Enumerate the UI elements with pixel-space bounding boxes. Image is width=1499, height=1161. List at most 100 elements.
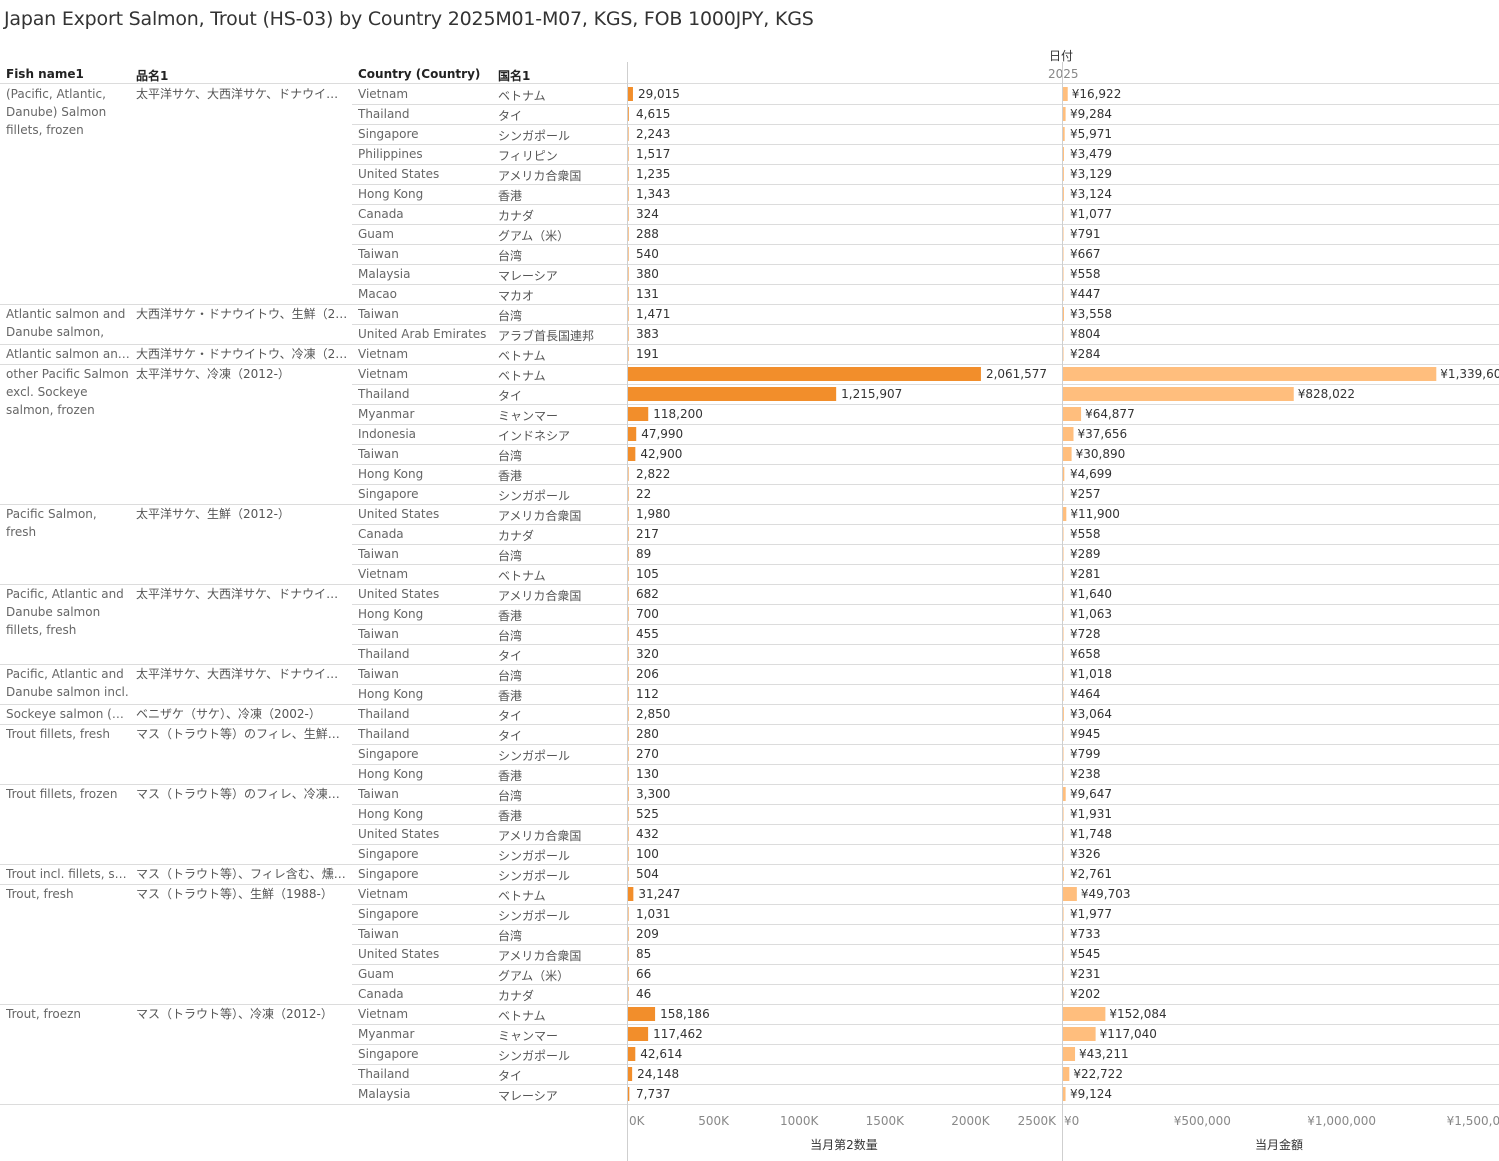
amount-bar [1063, 167, 1064, 181]
amount-bar [1063, 187, 1064, 201]
qty-label: 46 [636, 987, 651, 1001]
amount-label: ¥1,977 [1070, 907, 1112, 921]
header-country: Country (Country) [358, 67, 481, 81]
qty-bar [628, 447, 636, 461]
amount-bar [1063, 807, 1064, 821]
qty-label: 280 [636, 727, 659, 741]
qty-bar [628, 527, 629, 541]
qty-label: 432 [636, 827, 659, 841]
amount-bar [1063, 547, 1064, 561]
header-country-jp: 国名1 [498, 69, 531, 83]
amount-bar [1063, 1007, 1106, 1021]
row-divider [352, 384, 1499, 385]
qty-bar [628, 487, 629, 501]
group-divider [0, 304, 1499, 305]
row-divider [352, 1064, 1499, 1065]
row-divider [352, 524, 1499, 525]
qty-bar [628, 187, 629, 201]
amount-label: ¥11,900 [1070, 507, 1120, 521]
header-year: 2025 [1048, 67, 1079, 81]
amount-label: ¥1,339,603 [1440, 367, 1499, 381]
amount-bar [1063, 267, 1064, 281]
amount-label: ¥1,077 [1070, 207, 1112, 221]
qty-label: 1,517 [636, 147, 670, 161]
qty-label: 540 [636, 247, 659, 261]
group-divider [0, 664, 1499, 665]
amount-label: ¥281 [1070, 567, 1101, 581]
qty-bar [628, 1087, 630, 1101]
qty-bar [628, 1027, 649, 1041]
group-divider [0, 364, 1499, 365]
qty-label: 270 [636, 747, 659, 761]
qty-bar [628, 847, 629, 861]
amount-bar [1063, 927, 1064, 941]
amount-label: ¥1,640 [1070, 587, 1112, 601]
amount-bar [1063, 127, 1065, 141]
row-divider [352, 604, 1499, 605]
qty-bar [628, 547, 629, 561]
amount-bar [1063, 387, 1294, 401]
qty-bar [628, 607, 629, 621]
amount-bar [1063, 107, 1066, 121]
row-divider [352, 284, 1499, 285]
qty-axis-title: 当月第2数量 [810, 1137, 878, 1152]
row-divider [352, 744, 1499, 745]
qty-label: 1,031 [636, 907, 670, 921]
amount-bar [1063, 327, 1064, 341]
amount-label: ¥828,022 [1298, 387, 1355, 401]
amount-tick-label: ¥1,000,000 [1307, 1114, 1376, 1128]
amount-bar [1063, 227, 1064, 241]
qty-label: 288 [636, 227, 659, 241]
amount-label: ¥22,722 [1073, 1067, 1123, 1081]
qty-bar [628, 307, 629, 321]
amount-bar [1063, 507, 1067, 521]
amount-label: ¥16,922 [1072, 87, 1122, 101]
group-divider [0, 864, 1499, 865]
row-divider [352, 984, 1499, 985]
qty-bar [628, 987, 629, 1001]
qty-bar [628, 87, 633, 101]
amount-label: ¥9,647 [1070, 787, 1112, 801]
amount-bar [1063, 967, 1064, 981]
header-fish-name: Fish name1 [6, 67, 84, 81]
qty-bar [628, 667, 629, 681]
qty-label: 383 [636, 327, 659, 341]
qty-label: 504 [636, 867, 659, 881]
qty-label: 42,614 [640, 1047, 682, 1061]
row-divider [352, 844, 1499, 845]
qty-label: 324 [636, 207, 659, 221]
amount-label: ¥1,018 [1070, 667, 1112, 681]
amount-tick-label: ¥0 [1064, 1114, 1079, 1128]
group-divider [0, 344, 1499, 345]
amount-label: ¥117,040 [1100, 1027, 1157, 1041]
row-divider [352, 764, 1499, 765]
qty-label: 455 [636, 627, 659, 641]
amount-label: ¥64,877 [1085, 407, 1135, 421]
row-divider [352, 924, 1499, 925]
amount-bar [1063, 727, 1064, 741]
amount-label: ¥9,284 [1070, 107, 1112, 121]
qty-tick-label: 2000K [951, 1114, 991, 1128]
amount-bar [1063, 947, 1064, 961]
amount-label: ¥558 [1070, 267, 1101, 281]
chart-title: Japan Export Salmon, Trout (HS-03) by Co… [4, 8, 814, 30]
qty-label: 22 [636, 487, 651, 501]
row-divider [352, 1044, 1499, 1045]
amount-bar [1063, 367, 1437, 381]
qty-bar [628, 367, 981, 381]
amount-bar [1063, 527, 1064, 541]
row-divider [352, 824, 1499, 825]
qty-label: 1,980 [636, 507, 670, 521]
amount-bar [1063, 1027, 1096, 1041]
amount-bar [1063, 627, 1064, 641]
amount-label: ¥545 [1070, 947, 1101, 961]
amount-axis-title: 当月金額 [1255, 1137, 1303, 1152]
amount-label: ¥3,129 [1070, 167, 1112, 181]
amount-label: ¥326 [1070, 847, 1101, 861]
row-divider [352, 224, 1499, 225]
qty-label: 47,990 [641, 427, 683, 441]
qty-bar [628, 387, 837, 401]
amount-label: ¥3,479 [1070, 147, 1112, 161]
header-item-jp: 品名1 [136, 69, 169, 83]
qty-label: 66 [636, 967, 651, 981]
